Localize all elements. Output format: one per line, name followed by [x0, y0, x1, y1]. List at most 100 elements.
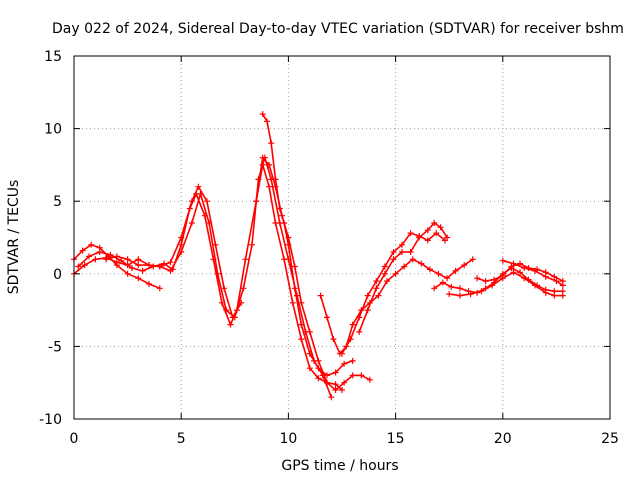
data-point: [517, 269, 523, 276]
data-point: [356, 328, 363, 335]
data-point: [291, 285, 298, 292]
data-point: [139, 267, 146, 274]
data-point: [298, 336, 305, 343]
data-point: [272, 176, 279, 183]
y-axis-label: SDTVAR / TECUs: [6, 180, 22, 295]
data-point: [268, 140, 275, 147]
data-point: [195, 183, 202, 190]
data-point: [161, 260, 167, 267]
data-point: [347, 336, 354, 343]
data-point: [349, 372, 356, 379]
data-point: [156, 285, 163, 292]
data-point: [446, 291, 453, 298]
data-point: [221, 285, 228, 292]
data-point: [81, 262, 88, 269]
data-point: [431, 285, 438, 292]
data-point: [332, 381, 339, 388]
data-point: [206, 220, 213, 226]
data-point: [324, 372, 330, 379]
data-point: [124, 270, 131, 277]
data-point: [214, 270, 221, 277]
series-line: [358, 222, 448, 333]
data-point: [259, 111, 266, 118]
chart-title: Day 022 of 2024, Sidereal Day-to-day VTE…: [52, 21, 624, 37]
y-tick-label: 10: [44, 122, 62, 138]
y-tick-label: 5: [53, 194, 62, 210]
data-point: [399, 241, 405, 248]
data-point: [407, 230, 414, 237]
data-point: [366, 376, 373, 383]
data-point: [532, 282, 538, 289]
data-point: [424, 227, 431, 234]
data-point: [266, 183, 273, 190]
data-point: [381, 270, 388, 277]
series-sat-3: [75, 161, 345, 393]
data-point: [409, 256, 416, 263]
data-point: [521, 275, 528, 282]
data-point: [489, 282, 496, 289]
data-point: [324, 314, 330, 321]
x-tick-label: 20: [494, 431, 512, 447]
series-sat-13: [499, 257, 566, 289]
data-point: [128, 265, 135, 271]
data-point: [341, 379, 348, 386]
data-point: [491, 276, 498, 283]
data-point: [521, 265, 528, 271]
series-sat-5: [253, 154, 373, 393]
data-point: [328, 394, 335, 401]
data-point: [332, 387, 339, 393]
data-point: [373, 278, 380, 285]
data-point: [456, 285, 463, 292]
data-point: [315, 365, 322, 372]
data-point: [330, 336, 337, 343]
data-point: [384, 278, 390, 285]
data-point: [146, 262, 152, 269]
data-point: [324, 379, 330, 386]
grid: [74, 56, 610, 419]
data-point: [118, 257, 125, 264]
data-point: [223, 307, 230, 314]
data-point: [75, 263, 82, 270]
data-point: [499, 272, 506, 279]
data-point: [156, 263, 163, 270]
data-point: [146, 281, 152, 287]
data-point: [364, 307, 371, 314]
data-point: [478, 288, 485, 295]
data-point: [551, 292, 558, 299]
data-point: [79, 247, 86, 254]
data-point: [259, 154, 266, 161]
data-point: [532, 267, 538, 274]
series-line: [255, 156, 371, 391]
data-point: [197, 190, 204, 197]
series-line: [77, 164, 343, 391]
data-point: [375, 292, 382, 299]
data-point: [266, 161, 273, 168]
data-point: [499, 257, 506, 264]
data-point: [452, 267, 459, 274]
series-sat-9: [356, 220, 451, 335]
data-point: [433, 230, 440, 237]
plot-frame: [73, 55, 611, 420]
data-point: [435, 270, 442, 277]
data-point: [407, 249, 414, 255]
data-point: [461, 262, 468, 269]
series-sat-11: [446, 269, 566, 299]
data-point: [339, 350, 345, 357]
data-point: [103, 256, 110, 263]
data-point: [339, 387, 345, 393]
data-point: [289, 299, 296, 306]
data-point: [390, 249, 397, 255]
data-point: [264, 118, 270, 125]
data-point: [341, 360, 348, 367]
data-point: [317, 292, 324, 299]
data-point: [113, 259, 120, 266]
x-tick-label: 5: [177, 431, 186, 447]
data-point: [249, 241, 255, 248]
data-point: [135, 275, 142, 282]
data-point: [298, 299, 305, 306]
data-point: [444, 275, 451, 282]
x-axis-label: GPS time / hours: [281, 458, 398, 474]
data-point: [135, 262, 142, 269]
data-point: [242, 256, 249, 263]
data-point: [373, 285, 380, 292]
